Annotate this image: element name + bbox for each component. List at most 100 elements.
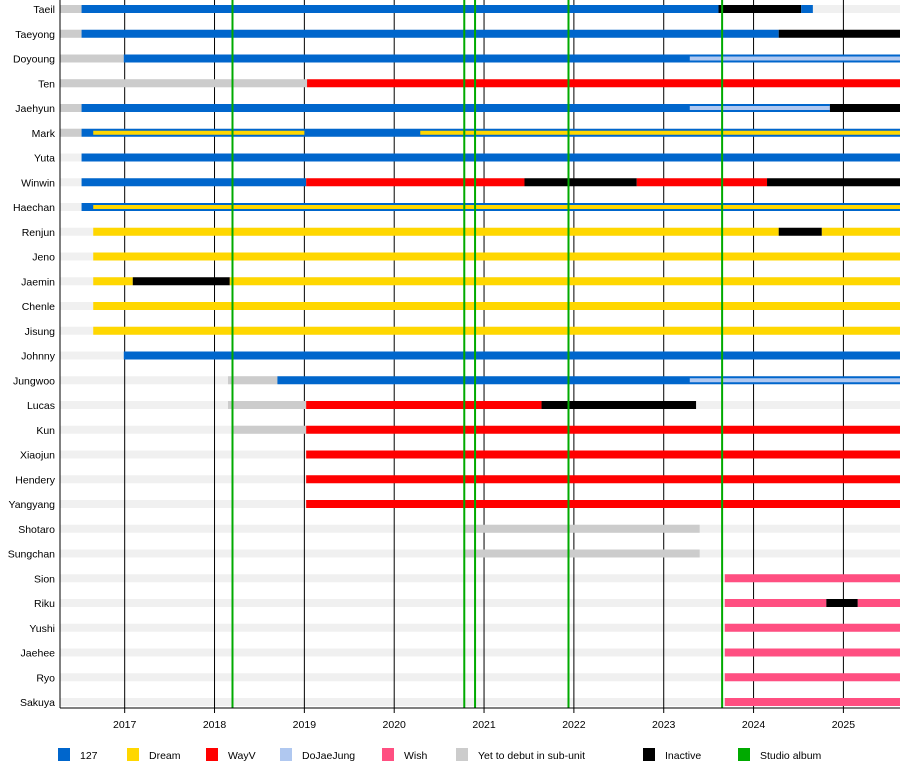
wish-segment bbox=[724, 648, 900, 657]
inactive-segment bbox=[778, 227, 822, 236]
member-label: Hendery bbox=[15, 474, 55, 486]
legend-label-inactive: Inactive bbox=[665, 750, 701, 762]
member-label: Ryo bbox=[36, 672, 55, 684]
legend-swatch-djj bbox=[280, 748, 292, 761]
member-label: Taeil bbox=[33, 4, 55, 16]
member-label: Jaehee bbox=[21, 648, 56, 660]
member-label: Mark bbox=[32, 128, 56, 140]
row-track bbox=[60, 623, 900, 632]
member-label: Haechan bbox=[13, 202, 55, 214]
inactive-segment bbox=[829, 104, 900, 112]
member-label: Chenle bbox=[22, 301, 55, 313]
membership-bars bbox=[60, 5, 900, 706]
x-tick-label: 2022 bbox=[562, 719, 586, 731]
member-label: Shotaro bbox=[18, 524, 55, 536]
wayv-segment bbox=[306, 450, 900, 459]
legend-label-wayv: WayV bbox=[228, 750, 256, 762]
member-label: Kun bbox=[36, 425, 55, 437]
x-tick-label: 2019 bbox=[293, 719, 317, 731]
dream-segment bbox=[93, 227, 779, 236]
inactive-segment bbox=[767, 178, 900, 187]
member-label: Jisung bbox=[25, 326, 56, 338]
wish-segment bbox=[724, 599, 827, 607]
member-label: Sungchan bbox=[8, 549, 55, 561]
inactive-segment bbox=[778, 29, 900, 38]
member-label: Winwin bbox=[21, 177, 55, 189]
row-track bbox=[60, 599, 900, 607]
yet-segment bbox=[60, 79, 308, 88]
member-label: Yushi bbox=[29, 623, 55, 635]
legend-label-dream: Dream bbox=[149, 750, 181, 762]
legend-swatch-album bbox=[738, 748, 750, 761]
127-segment bbox=[81, 153, 900, 162]
x-tick-label: 2018 bbox=[203, 719, 227, 731]
legend-swatch-yet bbox=[456, 748, 468, 761]
yet-segment bbox=[228, 401, 307, 409]
djj-overlay-segment bbox=[689, 378, 900, 383]
x-tick-labels: 2017 2018 2019 2020 2021 2022 2023 2024 2025 bbox=[113, 719, 855, 731]
wayv-segment bbox=[306, 178, 525, 187]
wish-segment bbox=[724, 673, 900, 682]
member-labels: Taeil Taeyong Doyoung Ten Jaehyun Mark Yuta Win… bbox=[8, 4, 56, 709]
legend-swatch-inactive bbox=[643, 748, 655, 761]
legend-swatch-dream bbox=[127, 748, 139, 761]
127-segment bbox=[801, 5, 813, 13]
member-label: Jeno bbox=[32, 252, 55, 264]
127-segment bbox=[81, 104, 830, 112]
dream-segment bbox=[93, 326, 900, 335]
yet-segment bbox=[464, 524, 700, 533]
row-track bbox=[60, 648, 900, 657]
dream-segment bbox=[93, 302, 900, 310]
member-label: Ten bbox=[38, 78, 55, 90]
legend-label-yet: Yet to debut in sub-unit bbox=[478, 750, 585, 762]
inactive-segment bbox=[132, 277, 230, 286]
member-label: Sion bbox=[34, 573, 55, 585]
dream-segment bbox=[229, 277, 900, 286]
wish-segment bbox=[857, 599, 900, 607]
yet-segment bbox=[60, 104, 82, 112]
legend-swatch-wish bbox=[382, 748, 394, 761]
wish-segment bbox=[724, 623, 900, 632]
wayv-segment bbox=[306, 475, 900, 484]
127-segment bbox=[123, 351, 900, 360]
x-tick-label: 2023 bbox=[652, 719, 676, 731]
x-tick-label: 2024 bbox=[742, 719, 766, 731]
yet-segment bbox=[60, 54, 124, 63]
dream-segment bbox=[821, 227, 900, 236]
member-label: Jaemin bbox=[21, 276, 55, 288]
yet-segment bbox=[60, 5, 82, 13]
djj-overlay-segment bbox=[689, 106, 830, 110]
dream-overlay-segment bbox=[420, 130, 900, 135]
x-tick-label: 2021 bbox=[472, 719, 496, 731]
inactive-segment bbox=[718, 5, 802, 13]
member-label: Jaehyun bbox=[15, 103, 55, 115]
row-track bbox=[60, 574, 900, 583]
dream-overlay-segment bbox=[93, 130, 305, 135]
member-label: Lucas bbox=[27, 400, 55, 412]
studio-album-lines bbox=[231, 0, 724, 708]
wayv-segment bbox=[306, 425, 900, 434]
wayv-segment bbox=[306, 401, 542, 409]
inactive-segment bbox=[826, 599, 858, 607]
wayv-segment bbox=[636, 178, 768, 187]
inactive-segment bbox=[541, 401, 697, 409]
member-label: Taeyong bbox=[15, 29, 55, 41]
member-label: Yuta bbox=[34, 153, 55, 165]
yet-segment bbox=[464, 549, 700, 558]
dream-overlay-segment bbox=[93, 205, 900, 209]
127-segment bbox=[277, 376, 900, 385]
x-tick-label: 2020 bbox=[383, 719, 407, 731]
member-label: Sakuya bbox=[20, 697, 55, 709]
127-segment bbox=[81, 178, 307, 187]
127-segment bbox=[81, 5, 719, 13]
wish-segment bbox=[724, 698, 900, 706]
wayv-segment bbox=[306, 500, 900, 508]
member-label: Riku bbox=[34, 598, 55, 610]
dream-segment bbox=[93, 277, 133, 286]
wayv-segment bbox=[307, 79, 900, 88]
yet-segment bbox=[228, 376, 278, 385]
wish-segment bbox=[724, 574, 900, 583]
row-track bbox=[60, 698, 900, 706]
row-track bbox=[60, 673, 900, 682]
